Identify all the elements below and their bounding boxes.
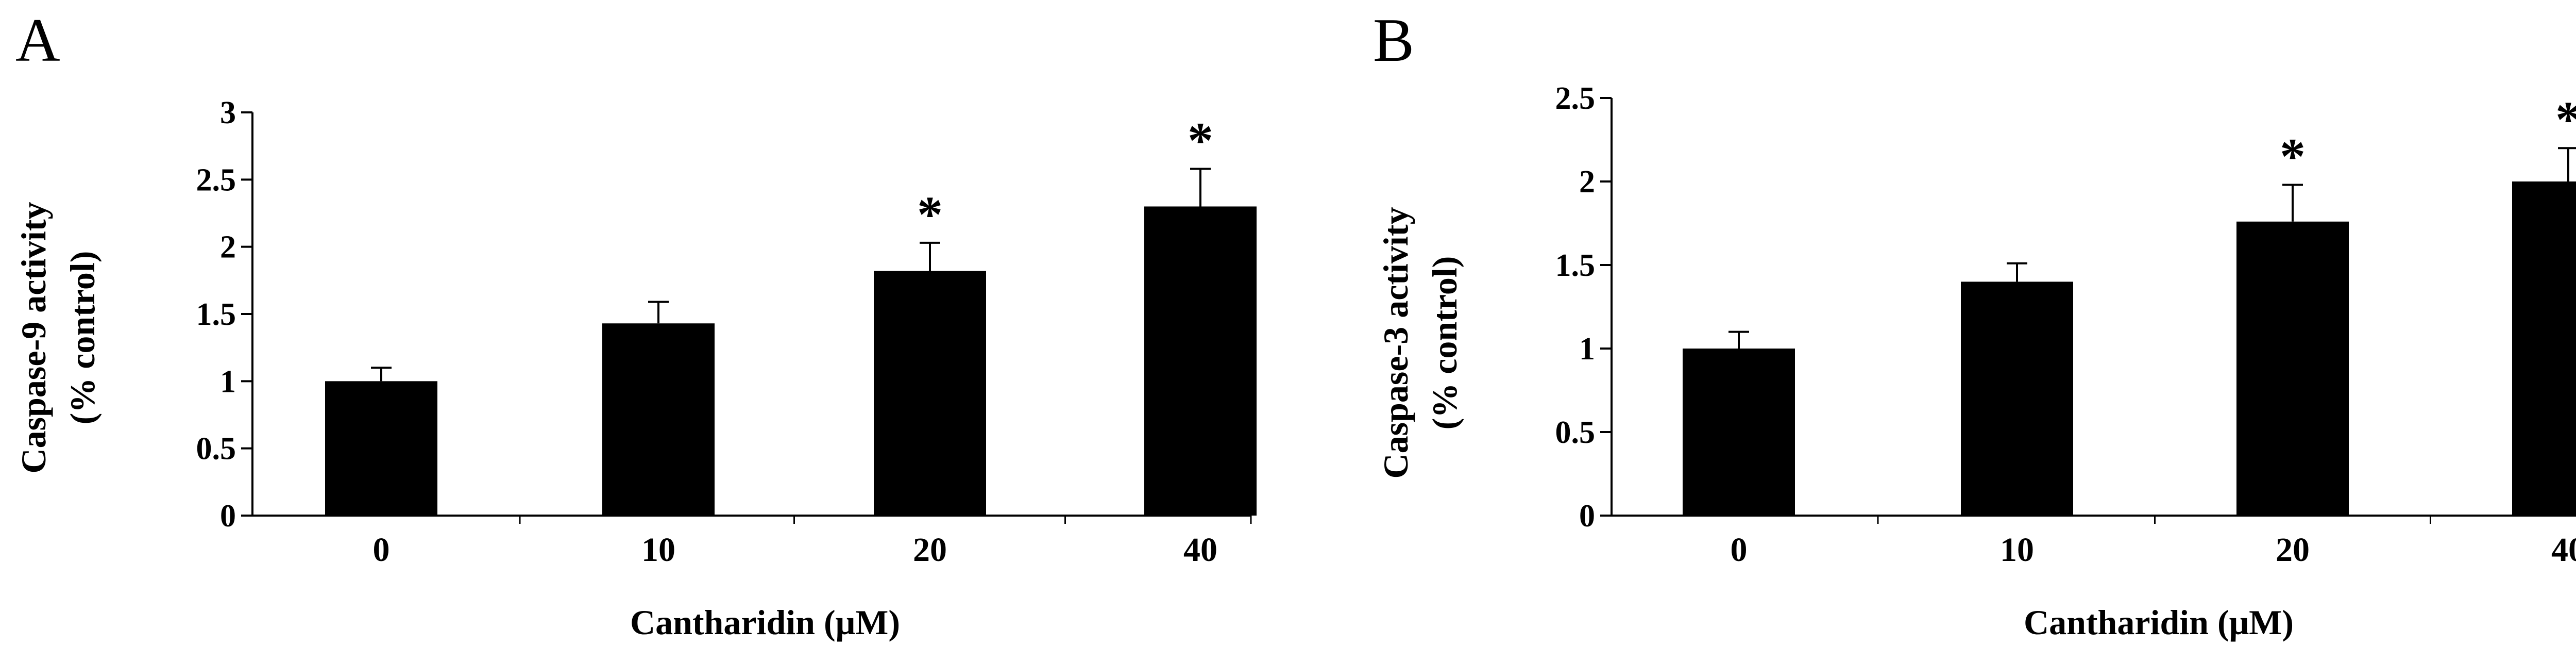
panel-b-bar-0 [1683,349,1795,516]
panel-a-y-axis-title: Caspase-9 activity (% control) [14,202,102,474]
panel-b-significance-mark-20: * [2280,127,2306,185]
panel-b-y-tick-label: 0.5 [1555,415,1596,450]
panel-b-ylabel-line-1: Caspase-3 activity [1376,207,1415,479]
panel-b-letter: B [1373,6,1414,74]
panel-b-y-tick-label: 2.5 [1555,81,1596,116]
panel-b: B Caspase-3 activity (% control) Canthar… [1373,6,2576,642]
panel-a-y-tick-label: 0.5 [196,432,236,467]
panel-b-y-tick-label: 2 [1579,164,1595,200]
panel-b-significance-mark-40: * [2555,91,2576,148]
panel-a-y-tick-label: 1.5 [196,297,236,332]
panel-a-y-tick-label: 0 [220,499,236,534]
panel-a-y-tick-label: 3 [220,95,236,130]
panel-a-letter: A [15,6,60,74]
panel-b-y-tick-label: 1 [1579,332,1595,367]
panel-b-y-axis-title: Caspase-3 activity (% control) [1376,207,1464,479]
panel-a-x-tick-label-40: 40 [1183,531,1217,569]
panel-a-x-axis-title: Cantharidin (μM) [630,603,900,642]
panel-b-bar-10 [1961,282,2073,516]
panel-b-x-tick-label-40: 40 [2551,531,2576,569]
panel-a-ylabel-line-1: Caspase-9 activity [14,202,53,474]
panel-b-y-tick-label: 0 [1579,499,1595,534]
panel-a-ylabel-line-2: (% control) [63,251,102,425]
panel-a-bar-10 [602,323,715,516]
panel-a-x-tick-label-20: 20 [913,531,947,569]
panel-b-x-axis-title: Cantharidin (μM) [2024,603,2294,642]
panel-b-bar-40 [2512,181,2576,516]
panel-a-bar-40 [1144,206,1257,516]
panel-b-y-tick-label: 1.5 [1555,248,1596,283]
panel-a-x-tick-label-0: 0 [373,531,390,569]
panel-a-bar-0 [325,381,437,516]
panel-b-marks: 0 0.5 1 1.5 2 2.5 0 10 20 * 40 * [1555,81,2576,569]
panel-a-significance-mark-20: * [917,186,943,243]
panel-a-bar-20 [874,271,986,516]
panel-b-bar-20 [2236,221,2349,516]
panel-a-y-tick-label: 1 [220,364,236,399]
panel-a-significance-mark-40: * [1188,111,1213,169]
panel-b-x-tick-label-10: 10 [2000,531,2034,569]
panel-b-ylabel-line-2: (% control) [1425,256,1464,430]
panel-a-x-tick-label-10: 10 [641,531,675,569]
panel-a-y-tick-label: 2.5 [196,162,236,197]
panel-b-x-tick-label-0: 0 [1731,531,1748,569]
panel-b-x-tick-label-20: 20 [2276,531,2310,569]
panel-a: A Caspase-9 activity (% control) Canthar… [14,6,1257,642]
panel-a-marks: 0 0.5 1 1.5 2 2.5 3 0 10 20 * 40 * [196,95,1257,569]
panel-a-y-tick-label: 2 [220,230,236,265]
